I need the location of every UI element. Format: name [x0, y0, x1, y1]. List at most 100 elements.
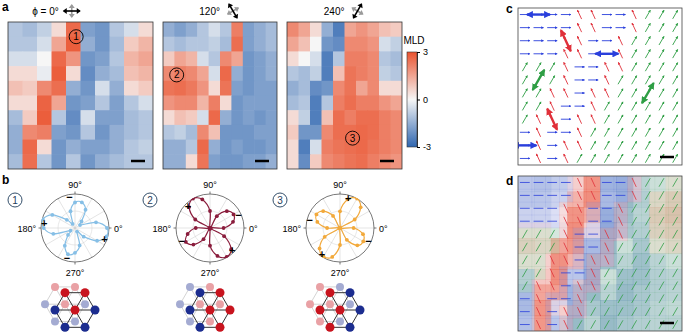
- vector: [564, 256, 568, 265]
- heatmap-cell: [95, 81, 110, 96]
- heatmap-cell: [81, 96, 96, 111]
- vector: [659, 102, 664, 111]
- domain-tint: [627, 215, 641, 228]
- heatmap-cell: [52, 37, 67, 52]
- polar-point: [355, 197, 359, 201]
- domain-tint: [600, 228, 614, 241]
- vector: [564, 49, 568, 58]
- heatmap-cell: [163, 51, 175, 66]
- vector: [659, 269, 664, 278]
- lattice-site-shadow: [51, 283, 59, 291]
- region-label: 2: [174, 69, 180, 80]
- vector: [577, 204, 581, 213]
- heatmap-cell: [139, 66, 154, 81]
- vector: [550, 102, 554, 111]
- heatmap-cell: [287, 140, 299, 155]
- lattice-site: [196, 323, 205, 332]
- vector: [591, 102, 595, 111]
- vector: [605, 256, 609, 265]
- vector: [561, 14, 571, 15]
- polar-point: [209, 226, 213, 230]
- vector: [604, 115, 609, 124]
- frame: [518, 176, 682, 331]
- heatmap-cell: [197, 51, 209, 66]
- heatmap-cell: [37, 22, 52, 37]
- vector: [632, 36, 637, 45]
- polar-point: [338, 226, 342, 230]
- vector: [659, 178, 664, 187]
- vector: [604, 154, 609, 163]
- lattice-site-shadow: [61, 300, 69, 308]
- domain-tint: [532, 202, 546, 215]
- vector: [659, 282, 664, 291]
- tick-label: 180°: [152, 224, 171, 234]
- heatmap-cell: [66, 140, 81, 155]
- annotation: +: [41, 217, 47, 229]
- heatmap-cell: [23, 66, 38, 81]
- vector: [547, 40, 557, 41]
- heatmap-cell: [66, 154, 81, 169]
- vector: [645, 256, 650, 265]
- vector: [547, 132, 557, 133]
- heatmap-cell: [368, 125, 380, 140]
- label-circle: [346, 131, 360, 145]
- heatmap-cell: [8, 37, 23, 52]
- plot-area: [163, 22, 277, 169]
- heatmap-cell: [231, 140, 243, 155]
- domain-tint: [586, 176, 600, 189]
- heatmap-cell: [124, 140, 139, 155]
- vector: [645, 282, 650, 291]
- vector: [673, 76, 678, 85]
- vector: [564, 204, 568, 213]
- polar-point: [69, 209, 73, 213]
- label-circle: [143, 193, 157, 207]
- heatmap-cell: [299, 22, 311, 37]
- heatmap-cell: [220, 125, 232, 140]
- heatmap-cell: [81, 51, 96, 66]
- panel-title: 120°: [199, 6, 220, 17]
- heatmap-cell: [266, 110, 277, 125]
- heatmap-cell: [23, 154, 38, 169]
- annotation: +: [185, 200, 191, 212]
- vector: [673, 10, 678, 19]
- heatmap-cell: [231, 66, 243, 81]
- vector: [618, 49, 622, 58]
- heatmap-cell: [209, 66, 221, 81]
- heatmap-cell: [391, 37, 403, 52]
- heatmap-cell: [139, 37, 154, 52]
- domain-tint: [614, 266, 628, 279]
- heatmap-cell: [197, 96, 209, 111]
- domain-tint: [573, 228, 587, 241]
- heatmap-cell: [287, 51, 299, 66]
- vector: [673, 217, 678, 226]
- polar-point: [191, 197, 195, 201]
- heatmap-cell: [287, 37, 299, 52]
- heatmap-cell: [186, 51, 198, 66]
- heatmap-cell: [174, 66, 186, 81]
- heatmap-cell: [345, 37, 357, 52]
- heatmap-cell: [254, 96, 266, 111]
- heatmap-cell: [266, 66, 277, 81]
- vector: [673, 269, 678, 278]
- polar-point: [325, 226, 329, 230]
- vector: [632, 243, 637, 252]
- heatmap-cell: [231, 51, 243, 66]
- domain-tint: [559, 228, 573, 241]
- heatmap-cell: [95, 154, 110, 169]
- vector: [659, 294, 664, 303]
- vector: [550, 76, 555, 85]
- heatmap-cell: [197, 22, 209, 37]
- heatmap-cell: [299, 110, 311, 125]
- lattice-site: [71, 306, 80, 315]
- vector: [632, 204, 637, 213]
- heatmap-cell: [81, 154, 96, 169]
- vector: [588, 79, 598, 80]
- polarizer-icon: [222, 0, 243, 22]
- heatmap-cell: [8, 154, 23, 169]
- vector: [575, 93, 585, 94]
- domain-tint: [655, 292, 669, 305]
- vector: [659, 256, 664, 265]
- vector: [632, 217, 637, 226]
- vector: [522, 282, 527, 291]
- lattice-site-shadow: [216, 300, 224, 308]
